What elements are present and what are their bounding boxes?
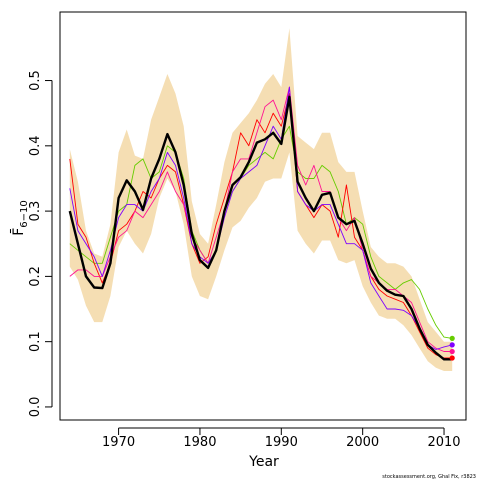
series-line-3: [69, 86, 453, 352]
plot-frame: [59, 11, 467, 421]
series-end-point-4: [449, 342, 455, 348]
x-tick-label: 1980: [183, 435, 216, 450]
series-end-point-2: [449, 355, 455, 361]
uncertainty-band: [69, 28, 453, 372]
y-tick-label: 0.3: [28, 201, 43, 222]
x-axis-title: Year: [248, 454, 279, 470]
credit-text: stockassessment.org, Ghal Fix, r3823: [382, 474, 476, 480]
y-axis-title: F̄6−10: [9, 200, 30, 236]
x-tick-label: 2010: [427, 435, 460, 450]
y-axis: 0.0 0.1 0.2 0.3 0.4 0.5: [28, 70, 53, 418]
y-tick-label: 0.5: [28, 70, 43, 91]
y-tick-label: 0.4: [28, 135, 43, 156]
series-line-4: [69, 86, 453, 350]
end-marker-layer: [449, 335, 455, 361]
x-axis: 1970 1980 1990 2000 2010: [102, 427, 461, 450]
series-layer: [68, 86, 453, 361]
x-tick-label: 2000: [346, 435, 379, 450]
series-line-0: [68, 95, 453, 361]
series-end-point-1: [449, 335, 455, 341]
y-axis-title-subscript: 6−10: [19, 200, 30, 227]
x-tick-label: 1990: [265, 435, 298, 450]
series-end-point-3: [449, 348, 455, 355]
y-tick-label: 0.2: [28, 266, 43, 287]
y-axis-title-main: F̄: [9, 228, 27, 236]
y-tick-label: 0.1: [28, 331, 43, 352]
uncertainty-band-layer: [69, 28, 453, 372]
x-tick-label: 1970: [102, 435, 135, 450]
y-tick-label: 0.0: [28, 397, 43, 418]
